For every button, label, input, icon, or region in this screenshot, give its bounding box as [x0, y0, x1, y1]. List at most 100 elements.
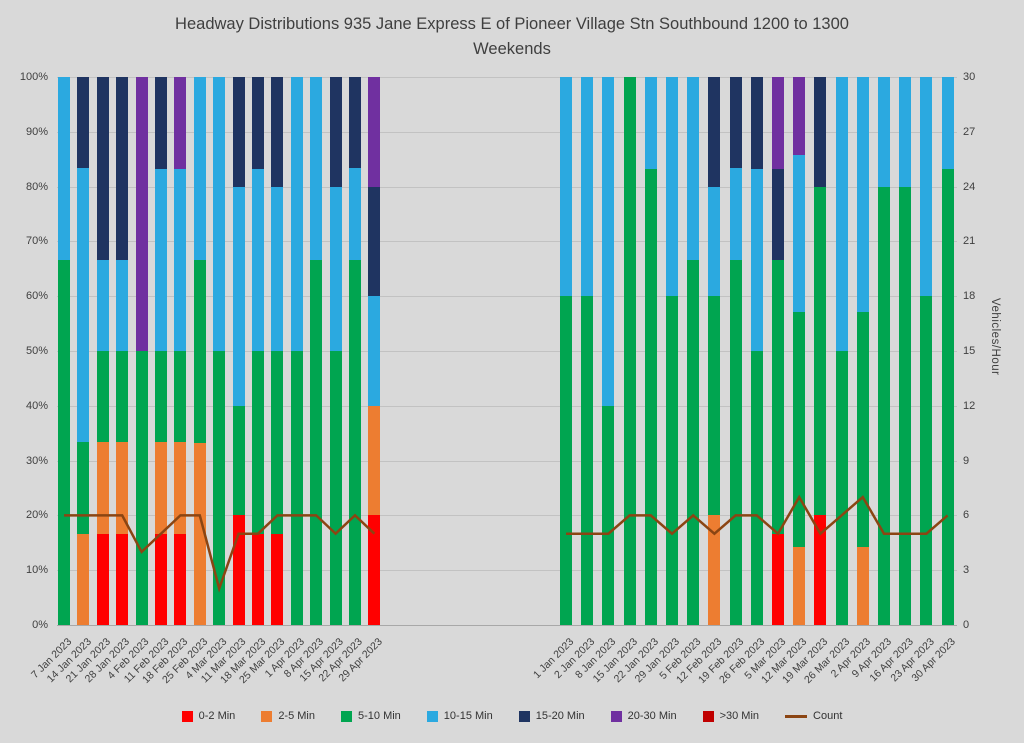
legend-label: 5-10 Min — [358, 710, 401, 722]
left-axis-tick-label: 10% — [25, 564, 48, 577]
left-axis-tick-label: 30% — [25, 454, 48, 467]
bar-segment-2-5 Min — [96, 442, 109, 534]
bar-segment-5-10 Min — [213, 351, 226, 625]
legend-swatch-15-20 Min — [518, 710, 530, 722]
bar-segment-15-20 Min — [155, 77, 167, 169]
legend-label: Count — [813, 710, 843, 722]
legend-swatch-0-2 Min — [181, 710, 193, 722]
bar-segment-10-15 Min — [687, 77, 700, 260]
legend-item-15-20 Min: 15-20 Min — [518, 710, 585, 722]
legend-item-Count: Count — [785, 710, 842, 722]
bar-segment-20-30 Min — [135, 77, 148, 351]
legend-label: 0-2 Min — [198, 710, 236, 722]
bar-segment-10-15 Min — [58, 77, 70, 260]
gridline — [57, 570, 957, 572]
bar-segment-10-15 Min — [602, 77, 615, 406]
bar-segment-10-15 Min — [920, 77, 933, 297]
left-axis-tick-label: 40% — [25, 399, 48, 412]
bar-segment-5-10 Min — [708, 296, 721, 516]
bar-segment-10-15 Min — [96, 259, 109, 351]
bar-segment-2-5 Min — [77, 533, 90, 625]
bar-segment-10-15 Min — [793, 155, 806, 312]
bar-segment-5-10 Min — [899, 186, 912, 625]
left-axis-tick-label: 80% — [25, 180, 48, 193]
bar-segment-15-20 Min — [329, 77, 342, 187]
gridline — [57, 241, 957, 243]
bar-segment-10-15 Min — [708, 186, 721, 297]
legend-label: >30 Min — [719, 710, 760, 722]
bar-segment-10-15 Min — [174, 168, 187, 351]
bar-segment-2-5 Min — [793, 546, 806, 625]
bar-segment-2-5 Min — [708, 515, 721, 625]
bar-segment-0-2 Min — [232, 515, 245, 625]
bar-segment-15-20 Min — [708, 77, 721, 187]
bar-segment-10-15 Min — [729, 168, 742, 260]
bar-segment-5-10 Min — [750, 351, 763, 625]
legend-swatch-5-10 Min — [341, 710, 352, 722]
bar-segment-20-30 Min — [772, 77, 784, 169]
gridline — [57, 405, 957, 407]
bar-segment-10-15 Min — [232, 186, 245, 406]
left-axis-tick-label: 100% — [19, 71, 48, 83]
bar-segment-10-15 Min — [193, 77, 206, 260]
bar-segment-5-10 Min — [58, 259, 70, 625]
bar-segment-10-15 Min — [310, 77, 323, 260]
bar-segment-10-15 Min — [644, 77, 657, 169]
bar-segment-0-2 Min — [368, 515, 381, 625]
bar-segment-10-15 Min — [77, 168, 90, 442]
left-axis-tick-label: 60% — [25, 290, 48, 303]
legend-swatch->30 Min — [702, 710, 714, 722]
bar-segment-5-10 Min — [174, 351, 187, 442]
bar-segment-20-30 Min — [793, 77, 806, 156]
right-axis-tick-label: 6 — [963, 509, 970, 522]
bar-segment-5-10 Min — [666, 296, 678, 625]
legend-item-20-30 Min: 20-30 Min — [610, 710, 677, 722]
legend-item-10-15 Min: 10-15 Min — [426, 710, 493, 722]
bar-segment-5-10 Min — [135, 351, 148, 625]
bar-segment-0-2 Min — [155, 533, 167, 625]
bar-segment-5-10 Min — [310, 259, 323, 625]
bar-segment-0-2 Min — [116, 533, 129, 625]
bar-segment-10-15 Min — [290, 77, 303, 351]
bar-segment-15-20 Min — [96, 77, 109, 260]
legend-label: 15-20 Min — [535, 710, 585, 722]
bar-segment-5-10 Min — [77, 442, 90, 534]
chart-title-line-2: Weekends — [473, 40, 551, 58]
legend-item-0-2 Min: 0-2 Min — [181, 710, 236, 722]
bar-segment-5-10 Min — [687, 259, 700, 625]
bar-segment-0-2 Min — [174, 533, 187, 625]
bar-segment-10-15 Min — [878, 77, 890, 187]
bar-segment-10-15 Min — [899, 77, 912, 187]
gridline — [57, 460, 957, 462]
bar-segment-10-15 Min — [941, 77, 954, 169]
bar-segment-5-10 Min — [835, 351, 848, 625]
bar-segment-5-10 Min — [581, 296, 594, 625]
bar-segment-15-20 Min — [116, 77, 129, 260]
bar-segment-0-2 Min — [271, 533, 284, 625]
bar-segment-15-20 Min — [349, 77, 361, 168]
bar-segment-5-10 Min — [193, 259, 206, 443]
bar-segment-0-2 Min — [814, 515, 827, 625]
bar-segment-5-10 Min — [793, 311, 806, 547]
left-axis-tick-label: 0% — [32, 619, 48, 631]
bar-segment-5-10 Min — [814, 186, 827, 516]
bar-segment-5-10 Min — [290, 351, 303, 625]
bar-segment-5-10 Min — [941, 168, 954, 625]
bar-segment-5-10 Min — [772, 259, 784, 534]
bar-segment-5-10 Min — [644, 168, 657, 625]
bar-segment-10-15 Min — [666, 77, 678, 297]
chart-title: Headway Distributions 935 Jane Express E… — [0, 12, 1024, 62]
bar-segment-0-2 Min — [252, 533, 264, 625]
bar-segment-10-15 Min — [116, 259, 129, 351]
left-axis-tick-label: 20% — [25, 509, 48, 522]
bar-segment-20-30 Min — [368, 77, 381, 187]
bar-segment-15-20 Min — [368, 186, 381, 297]
legend-item-2-5 Min: 2-5 Min — [261, 710, 315, 722]
legend-label: 20-30 Min — [627, 710, 677, 722]
bar-segment-15-20 Min — [750, 77, 763, 169]
bar-segment-5-10 Min — [116, 351, 129, 442]
right-axis-tick-label: 0 — [963, 619, 970, 631]
bar-segment-2-5 Min — [856, 546, 869, 625]
legend-swatch-Count — [785, 714, 808, 718]
gridline — [57, 186, 957, 188]
